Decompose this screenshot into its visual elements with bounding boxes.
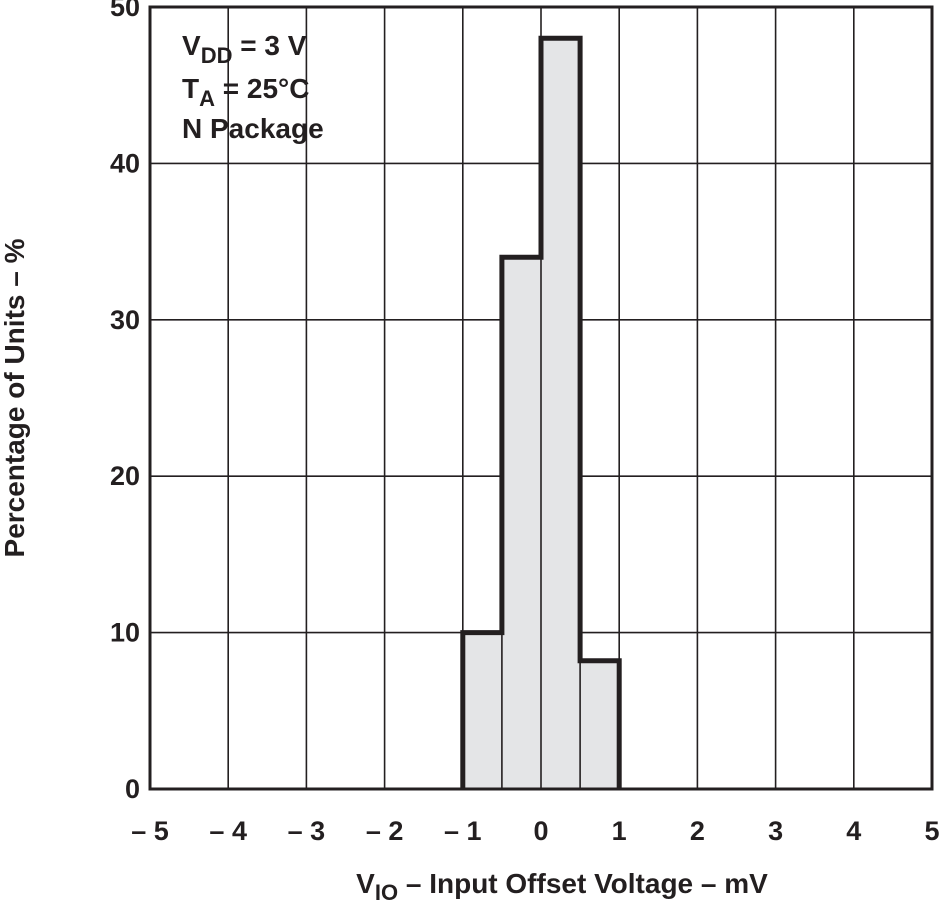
histogram-bar xyxy=(462,632,502,789)
x-tick-label: – 1 xyxy=(444,816,482,846)
plot-frame xyxy=(148,5,934,791)
x-tick-label: 0 xyxy=(533,816,548,846)
annotation-line: VDD = 3 V xyxy=(182,30,307,68)
histogram-bar xyxy=(541,38,581,789)
histogram-bars xyxy=(460,35,622,789)
y-tick-label: 40 xyxy=(110,148,140,178)
y-tick-label: 50 xyxy=(110,0,140,22)
y-tick-labels: 0 10 20 30 40 50 xyxy=(110,0,140,804)
histogram-bar xyxy=(580,660,620,789)
y-tick-label: 20 xyxy=(110,461,140,491)
annotation-line: N Package xyxy=(182,113,324,144)
y-tick-label: 10 xyxy=(110,618,140,648)
y-tick-label: 30 xyxy=(110,305,140,335)
x-axis-label-prefix: V xyxy=(356,868,375,899)
histogram-bar xyxy=(501,257,541,789)
histogram-outline xyxy=(460,35,622,789)
x-tick-label: 4 xyxy=(846,816,861,846)
x-axis-label-subscript: IO xyxy=(375,880,398,904)
x-tick-label: 2 xyxy=(690,816,705,846)
x-axis-label: VIO – Input Offset Voltage – mV xyxy=(356,868,768,904)
x-tick-labels: – 5 – 4 – 3 – 2 – 1 0 1 2 3 4 5 xyxy=(131,816,939,846)
x-tick-label: 1 xyxy=(612,816,627,846)
annotation-line: TA = 25°C xyxy=(182,73,309,111)
x-tick-label: 3 xyxy=(768,816,783,846)
x-tick-label: – 2 xyxy=(366,816,404,846)
x-axis-label-text: – Input Offset Voltage – mV xyxy=(398,868,768,899)
x-tick-label: – 4 xyxy=(209,816,247,846)
x-tick-label: 5 xyxy=(924,816,939,846)
condition-annotation: VDD = 3 V TA = 25°CN Package xyxy=(182,30,324,144)
y-tick-label: 0 xyxy=(125,774,140,804)
y-axis-label: Percentage of Units – % xyxy=(0,238,30,557)
x-tick-label: – 5 xyxy=(131,816,169,846)
x-tick-label: – 3 xyxy=(288,816,326,846)
